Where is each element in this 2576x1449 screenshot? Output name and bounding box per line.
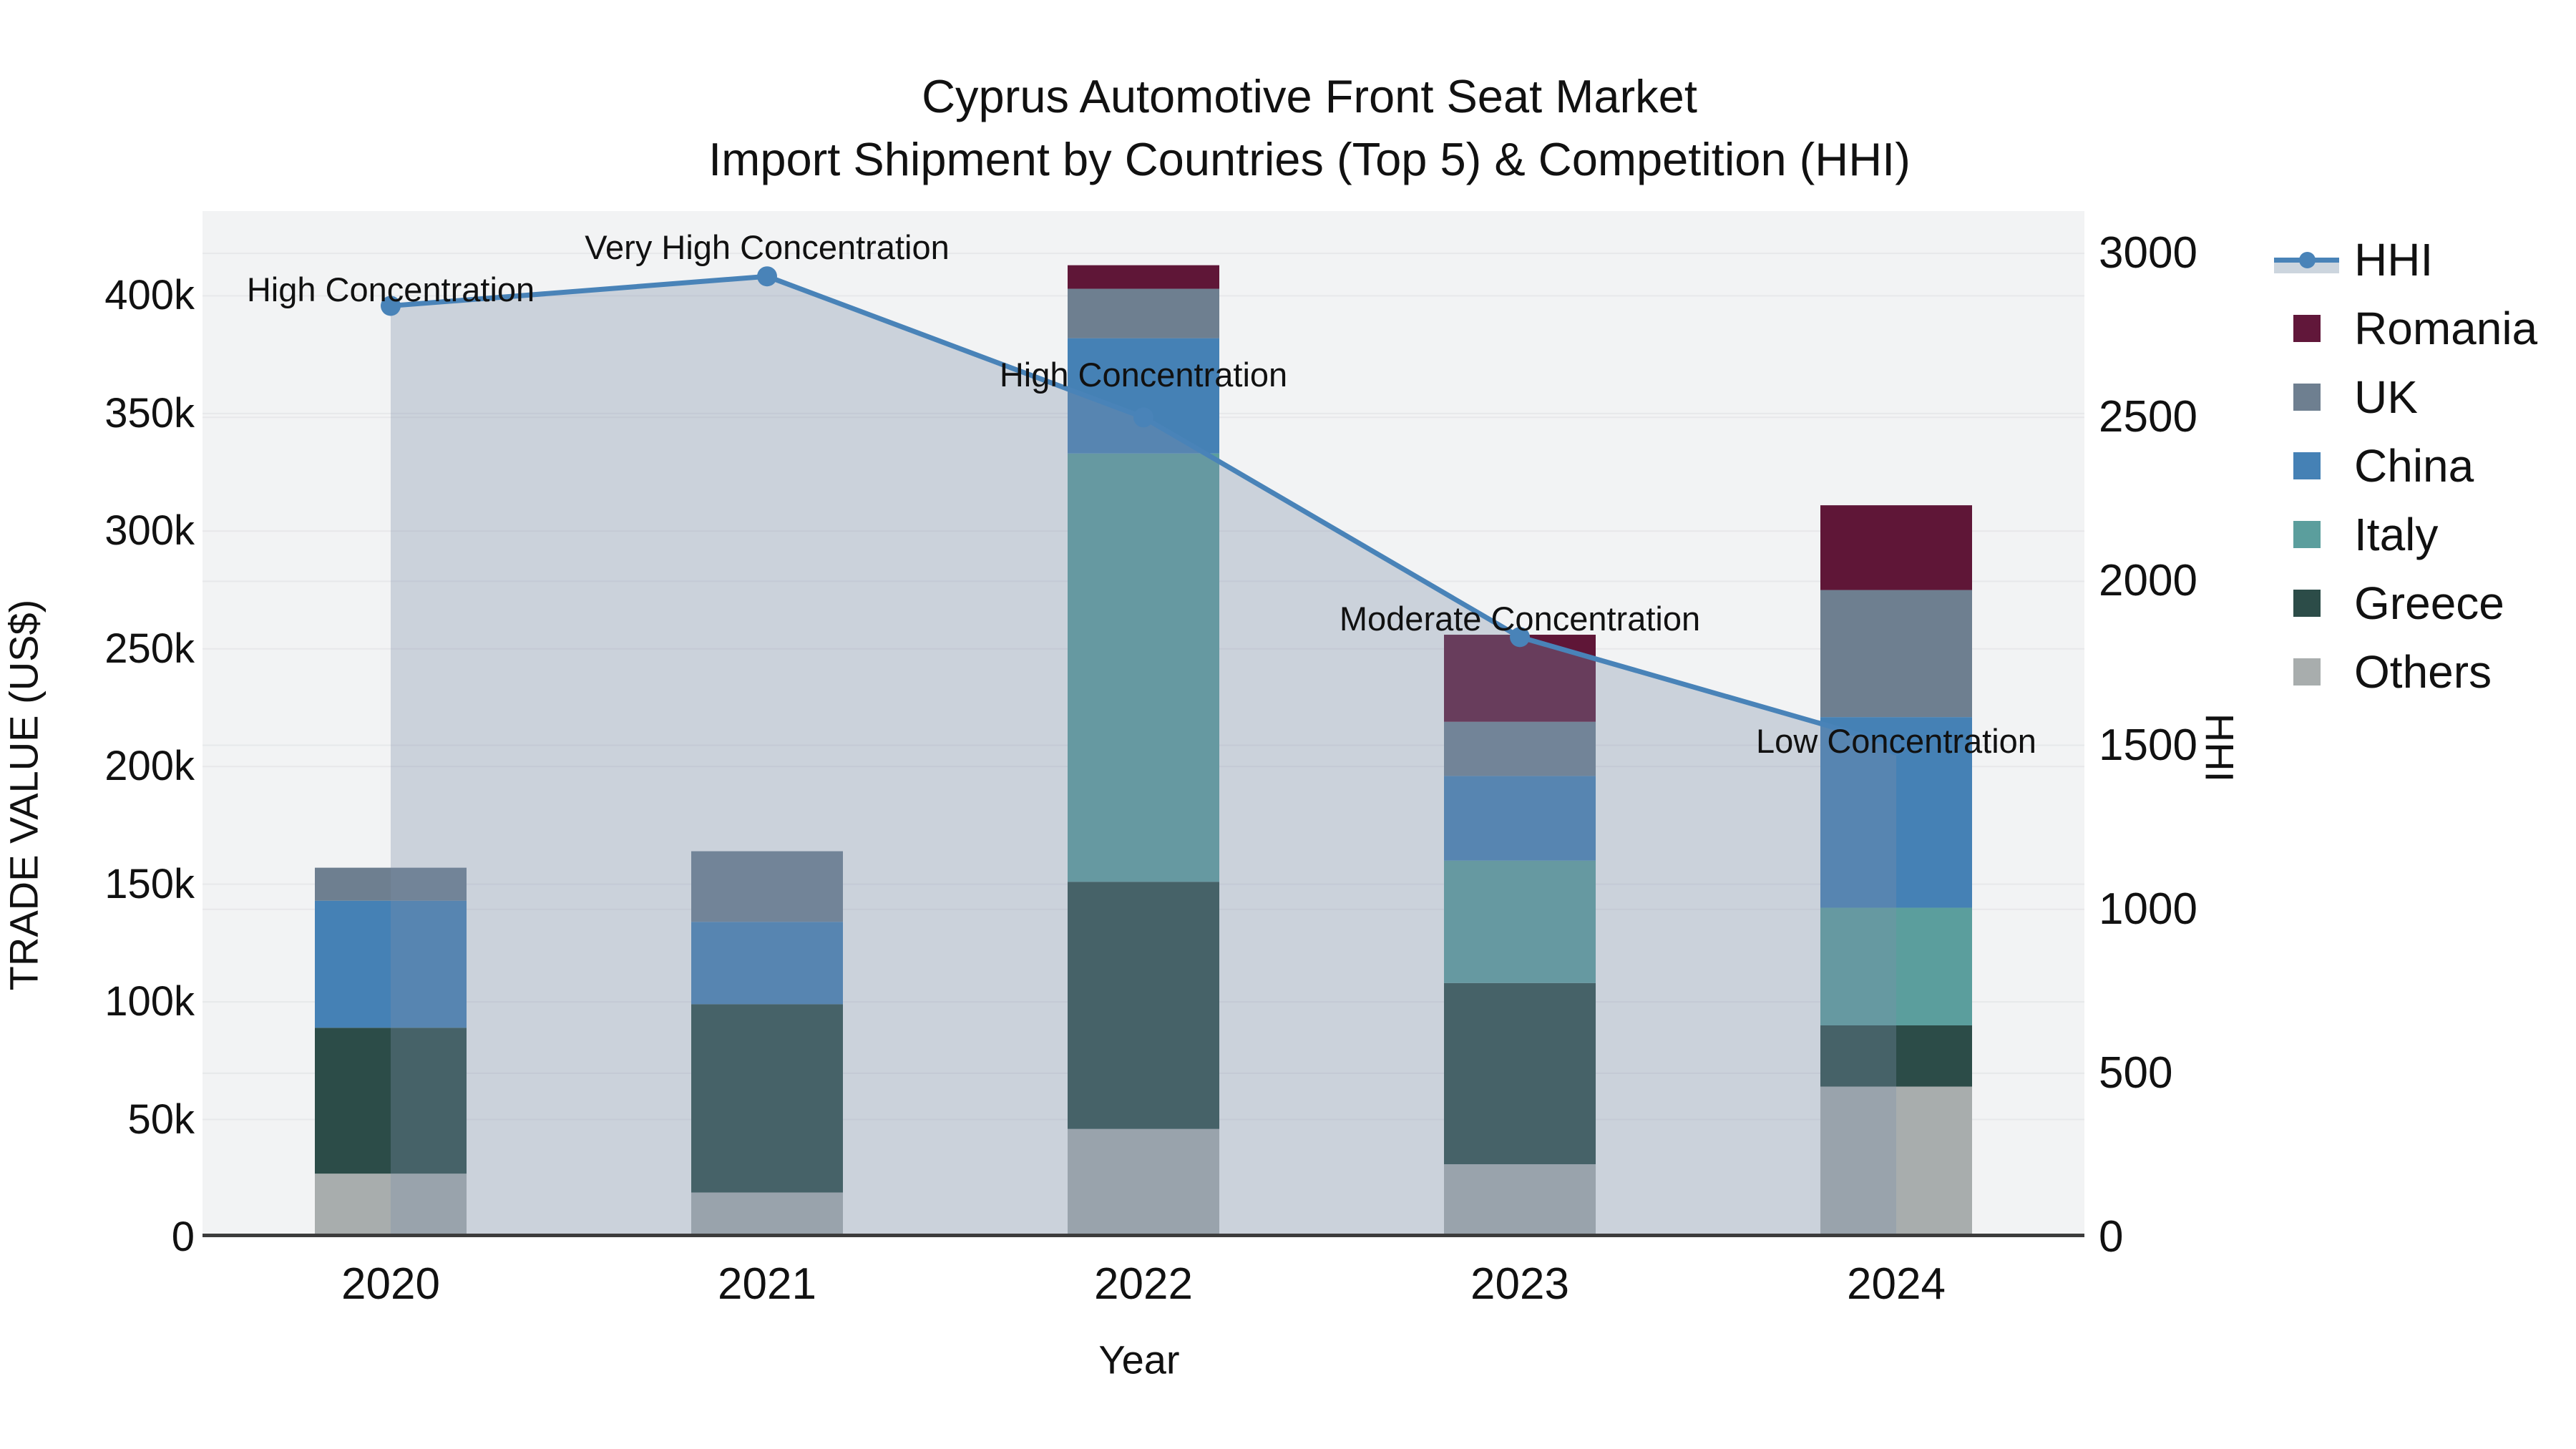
hhi-marker-2022[interactable] [1133,407,1153,428]
bar-segment-greece-2022[interactable] [1068,882,1219,1129]
y-left-tick-50k: 50k [127,1096,195,1143]
legend-label: Romania [2354,303,2538,354]
bar-segment-italy-2022[interactable] [1068,453,1219,882]
x-tick-2020: 2020 [341,1259,440,1309]
bar-segment-greece-2020[interactable] [315,1028,467,1174]
bar-segment-greece-2024[interactable] [1820,1025,1972,1087]
y-left-tick-100k: 100k [104,978,195,1025]
y-right-tick-1500: 1500 [2099,720,2197,770]
bar-segment-others-2022[interactable] [1068,1128,1219,1237]
bar-segment-uk-2022[interactable] [1068,288,1219,338]
chart-title-line2: Import Shipment by Countries (Top 5) & C… [708,133,1911,185]
x-tick-2022: 2022 [1094,1259,1193,1309]
y-left-tick-250k: 250k [104,625,195,672]
legend-item-romania[interactable]: Romania [2274,294,2537,363]
legend-item-others[interactable]: Others [2274,638,2537,706]
bar-segment-others-2021[interactable] [691,1192,843,1237]
y-left-tick-150k: 150k [104,860,195,907]
y-left-tick-400k: 400k [104,272,195,319]
bar-segment-china-2020[interactable] [315,900,467,1028]
annotation-2022: High Concentration [999,355,1288,394]
legend-label: Italy [2354,509,2439,560]
annotation-2021: Very High Concentration [585,228,950,267]
y-left-tick-350k: 350k [104,389,195,436]
chart-title-line1: Cyprus Automotive Front Seat Market [922,70,1697,122]
bar-segment-uk-2020[interactable] [315,867,467,901]
hhi-marker-2023[interactable] [1510,627,1530,648]
bar-segment-greece-2023[interactable] [1444,982,1596,1165]
y-right-tick-3000: 3000 [2099,228,2197,278]
hhi-line-swatch-icon [2274,225,2354,294]
annotation-2023: Moderate Concentration [1339,600,1701,638]
legend-item-greece[interactable]: Greece [2274,569,2537,638]
annotation-2020: High Concentration [246,270,535,308]
y-right-tick-500: 500 [2099,1048,2173,1098]
x-tick-2021: 2021 [718,1259,816,1309]
bar-segment-romania-2022[interactable] [1068,265,1219,289]
legend-label: UK [2354,371,2418,423]
y-right-axis-title: HHI [2197,713,2243,783]
bar-segment-romania-2024[interactable] [1820,505,1972,590]
y-left-tick-300k: 300k [104,507,195,555]
annotation-2024: Low Concentration [1756,722,2036,761]
legend-color-swatch-icon [2274,363,2354,431]
bar-segment-others-2020[interactable] [315,1174,467,1237]
legend-label: Others [2354,646,2492,698]
legend-color-swatch-icon [2274,500,2354,569]
y-right-tick-0: 0 [2099,1212,2124,1262]
legend-item-china[interactable]: China [2274,431,2537,500]
hhi-marker-2020[interactable] [381,296,401,316]
hhi-marker-2021[interactable] [757,266,777,287]
x-axis-title: Year [1098,1337,1180,1382]
x-tick-2023: 2023 [1470,1259,1569,1309]
bar-segment-uk-2023[interactable] [1444,721,1596,776]
y-right-tick-1000: 1000 [2099,884,2197,934]
bar-segment-others-2024[interactable] [1820,1086,1972,1237]
hhi-area [391,276,1896,1237]
bar-segment-italy-2023[interactable] [1444,860,1596,983]
legend-color-swatch-icon [2274,294,2354,363]
legend-label: HHI [2354,234,2434,286]
legend-color-swatch-icon [2274,569,2354,638]
legend-item-uk[interactable]: UK [2274,363,2537,431]
plot-area[interactable] [203,211,2084,1237]
hhi-marker-2024[interactable] [1886,735,1906,756]
legend-color-swatch-icon [2274,638,2354,706]
bar-segment-greece-2021[interactable] [691,1004,843,1193]
bar-segment-china-2021[interactable] [691,922,843,1005]
bar-segment-italy-2024[interactable] [1820,907,1972,1025]
bar-segment-uk-2024[interactable] [1820,590,1972,718]
bar-segment-others-2023[interactable] [1444,1164,1596,1237]
y-left-tick-200k: 200k [104,743,195,790]
bar-segment-uk-2021[interactable] [691,851,843,922]
y-left-tick-0: 0 [171,1214,195,1260]
legend: HHI Romania UK China Italy Greece Others [2274,225,2537,706]
x-tick-2024: 2024 [1847,1259,1946,1309]
legend-item-hhi[interactable]: HHI [2274,225,2537,294]
legend-item-italy[interactable]: Italy [2274,500,2537,569]
bar-segment-china-2023[interactable] [1444,776,1596,861]
legend-label: China [2354,440,2474,492]
x-axis-line [203,1234,2084,1237]
y-right-tick-2500: 2500 [2099,392,2197,442]
legend-color-swatch-icon [2274,431,2354,500]
y-right-tick-2000: 2000 [2099,556,2197,606]
legend-label: Greece [2354,577,2504,629]
chart-plot-svg[interactable] [203,211,2084,1237]
